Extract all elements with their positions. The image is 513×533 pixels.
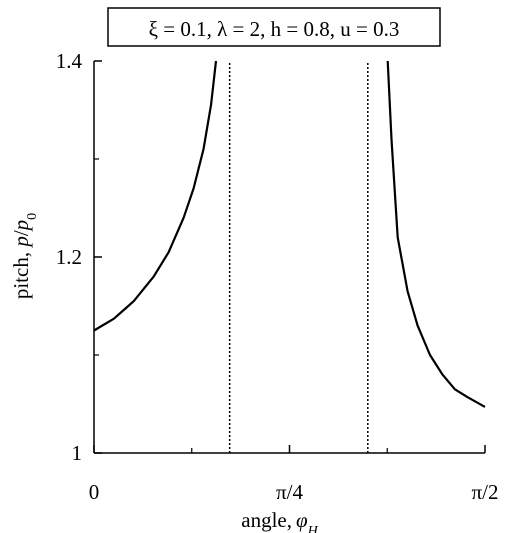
x-axis-label: angle,	[241, 508, 292, 532]
series-line	[386, 60, 486, 408]
y-tick-label: 1	[72, 441, 83, 465]
data-marks	[93, 60, 486, 453]
chart-title-box: ξ = 0.1, λ = 2, h = 0.8, u = 0.3	[107, 7, 441, 47]
chart-title-frame	[107, 7, 441, 47]
x-axis-symbol: φH	[296, 508, 319, 533]
series-line	[93, 60, 218, 332]
x-tick-label: π/4	[276, 480, 303, 504]
axes: 1 1.2 1.4 0 π/4 π/2	[56, 49, 499, 504]
y-axis-label: pitch, p/p0	[9, 213, 40, 299]
chart-title: ξ = 0.1, λ = 2, h = 0.8, u = 0.3	[149, 17, 400, 41]
x-tick-label: π/2	[472, 480, 499, 504]
y-tick-label: 1.4	[56, 49, 83, 73]
x-tick-label: 0	[89, 480, 100, 504]
y-tick-label: 1.2	[56, 245, 82, 269]
